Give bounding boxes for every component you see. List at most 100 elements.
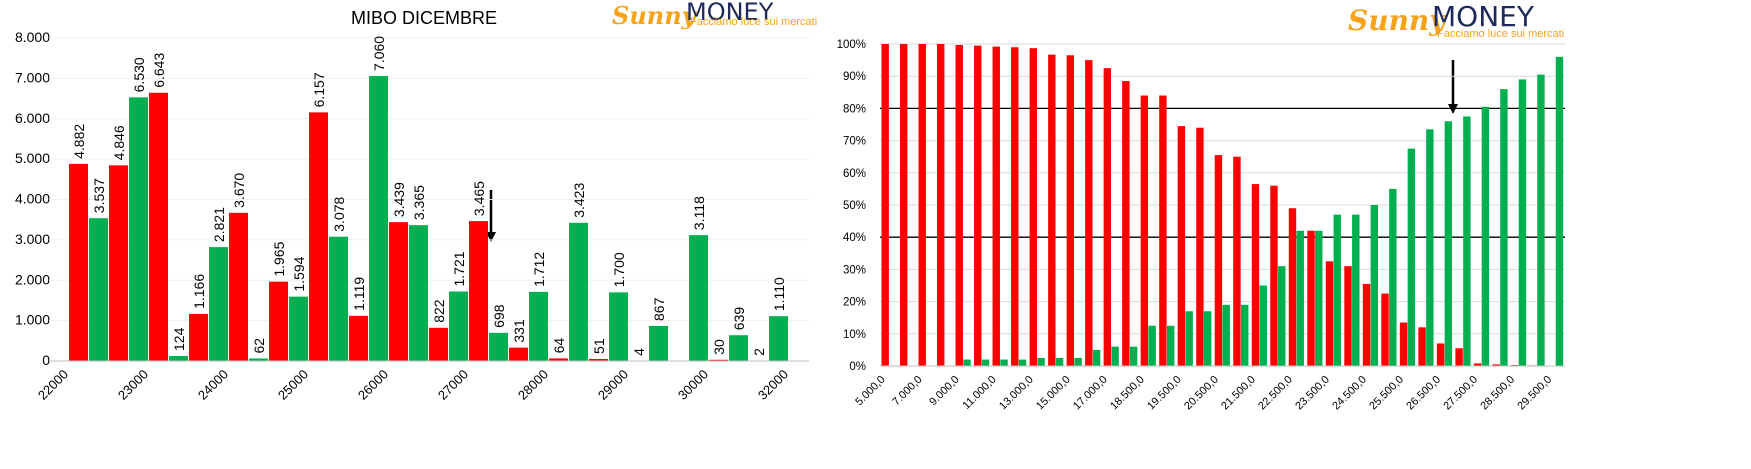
y-tick-label: 10% [843, 329, 866, 341]
x-tick-label: 15.000,0 [1034, 374, 1073, 413]
logo: Sunny MONEY Facciamo luce sui mercati [1348, 0, 1564, 40]
bar [1437, 343, 1444, 366]
x-tick-label: 28000 [515, 367, 551, 403]
bar [1030, 48, 1037, 366]
bar [649, 326, 668, 361]
bar [1260, 286, 1267, 367]
bar [1104, 68, 1111, 366]
data-label: 3.423 [571, 183, 587, 218]
bar [729, 335, 748, 361]
data-label: 3.078 [331, 196, 347, 231]
bar [1344, 266, 1351, 366]
bar [1067, 55, 1074, 366]
bar [69, 164, 88, 361]
bar [1093, 350, 1100, 366]
data-label: 1.721 [451, 251, 467, 286]
data-label: 639 [731, 307, 747, 331]
x-tick-label: 13.000,0 [997, 374, 1036, 413]
bar [1352, 215, 1359, 366]
bar [1056, 358, 1063, 366]
data-label: 64 [551, 338, 567, 354]
data-label: 6.157 [311, 72, 327, 107]
data-label: 1.594 [291, 256, 307, 291]
bar [1381, 294, 1388, 366]
y-tick-label: 50% [843, 200, 866, 212]
data-label: 6.643 [151, 53, 167, 88]
x-tick-label: 5.000,0 [853, 374, 887, 408]
y-tick-label: 30% [843, 264, 866, 276]
bar [919, 44, 926, 366]
bar [1519, 79, 1526, 366]
data-label: 1.119 [351, 277, 367, 311]
bar [1085, 60, 1092, 366]
bar [1000, 360, 1007, 366]
logo-tagline: Facciamo luce sui mercati [690, 16, 817, 28]
data-label: 3.365 [411, 185, 427, 220]
x-tick-label: 9.000,0 [927, 374, 961, 408]
data-label: 1.712 [531, 252, 547, 287]
bar [974, 46, 981, 366]
bar [1408, 149, 1415, 366]
y-tick-label: 90% [843, 71, 866, 83]
bar [1426, 129, 1433, 366]
y-tick-label: 2.000 [15, 271, 50, 287]
bar [449, 292, 468, 361]
bar [509, 348, 528, 361]
bar [1363, 284, 1370, 366]
x-tick-label: 23.500,0 [1293, 374, 1332, 413]
x-tick-label: 18.500,0 [1108, 374, 1147, 413]
data-label: 698 [491, 304, 507, 328]
logo: Sunny MONEY Facciamo luce sui mercati [612, 0, 817, 30]
bar [1196, 128, 1203, 366]
x-tick-label: 21.500,0 [1219, 374, 1258, 413]
bar [369, 76, 388, 361]
x-tick-label: 24.500,0 [1330, 374, 1369, 413]
bar [993, 47, 1000, 366]
data-label: 1.700 [611, 252, 627, 287]
y-tick-label: 7.000 [15, 69, 50, 85]
bar [329, 237, 348, 361]
data-label: 1.965 [271, 241, 287, 276]
bar [1048, 55, 1055, 366]
data-label: 3.118 [691, 196, 707, 230]
bar [1334, 215, 1341, 366]
bar [1111, 347, 1118, 366]
bar [289, 297, 308, 361]
chart-title: MIBO DICEMBRE [351, 8, 497, 28]
x-tick-label: 17.000,0 [1071, 374, 1110, 413]
x-tick-label: 7.000,0 [890, 374, 924, 408]
data-label: 62 [251, 338, 267, 354]
bar [1482, 107, 1489, 366]
bar [169, 356, 188, 361]
bar [429, 328, 448, 361]
bar [529, 292, 548, 361]
bar [963, 360, 970, 366]
bar [1371, 205, 1378, 366]
bar [1252, 184, 1259, 366]
x-tick-label: 29000 [595, 367, 631, 403]
bar [1445, 121, 1452, 366]
bar [489, 333, 508, 361]
bar [1326, 261, 1333, 366]
bar [1011, 47, 1018, 366]
x-tick-label: 28.500,0 [1478, 374, 1517, 413]
y-tick-label: 0 [42, 352, 50, 368]
y-tick-label: 0% [849, 361, 866, 373]
bar [1389, 189, 1396, 366]
y-tick-label: 3.000 [15, 231, 50, 247]
x-tick-label: 24000 [195, 367, 231, 403]
y-tick-label: 8.000 [15, 29, 50, 45]
data-label: 6.530 [131, 57, 147, 92]
x-tick-label: 19.500,0 [1145, 374, 1184, 413]
data-label: 1.110 [771, 277, 787, 311]
y-tick-label: 70% [843, 136, 866, 148]
bar [129, 97, 148, 361]
bar [1400, 323, 1407, 366]
bar [469, 221, 488, 361]
bar [1037, 358, 1044, 366]
x-tick-label: 32000 [755, 367, 791, 403]
bar [189, 314, 208, 361]
bar [89, 218, 108, 361]
bar [1500, 89, 1507, 366]
bar [209, 247, 228, 361]
